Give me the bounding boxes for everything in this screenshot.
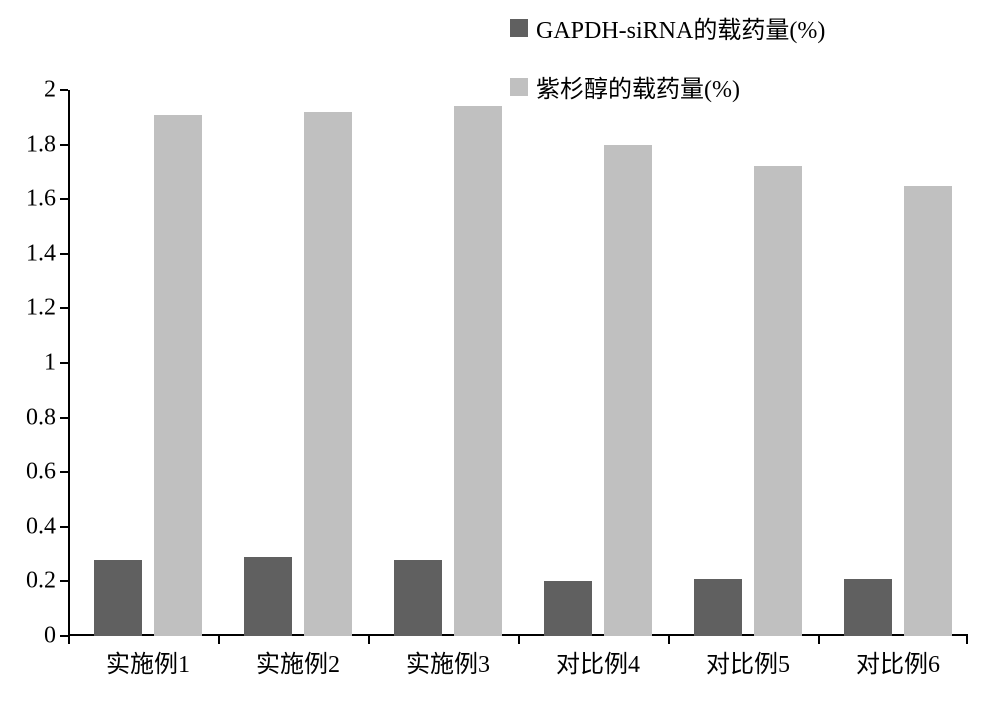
bar: [604, 145, 652, 636]
y-axis-tick-label: 0: [44, 623, 56, 650]
x-axis-tick-label: 实施例3: [406, 644, 490, 679]
x-axis-tick: [966, 636, 968, 644]
bar: [244, 557, 292, 636]
y-axis-tick-label: 1.4: [26, 240, 56, 267]
bar: [544, 581, 592, 636]
y-axis-tick: [60, 198, 68, 200]
bar: [754, 166, 802, 636]
x-axis-tick-label: 对比例4: [556, 644, 640, 679]
x-axis-tick: [218, 636, 220, 644]
x-axis-tick: [518, 636, 520, 644]
y-axis-tick-label: 0.8: [26, 404, 56, 431]
y-axis-tick-label: 2: [44, 77, 56, 104]
y-axis-tick: [60, 89, 68, 91]
y-axis-line: [68, 90, 70, 636]
x-axis-tick: [818, 636, 820, 644]
bar: [844, 579, 892, 636]
bar: [94, 560, 142, 636]
y-axis-tick: [60, 580, 68, 582]
y-axis-tick-label: 0.6: [26, 459, 56, 486]
bar: [694, 579, 742, 636]
y-axis-tick: [60, 635, 68, 637]
y-axis-tick: [60, 253, 68, 255]
y-axis-tick: [60, 307, 68, 309]
legend-swatch: [510, 19, 528, 37]
y-axis-tick-label: 1: [44, 350, 56, 377]
x-axis-tick-label: 对比例6: [856, 644, 940, 679]
x-axis-tick-label: 对比例5: [706, 644, 790, 679]
legend-label: GAPDH-siRNA的载药量(%): [536, 10, 825, 45]
y-axis-tick-label: 1.2: [26, 295, 56, 322]
x-axis-tick: [668, 636, 670, 644]
bar: [904, 186, 952, 636]
y-axis-tick-label: 0.2: [26, 568, 56, 595]
y-axis-tick-label: 0.4: [26, 513, 56, 540]
bar: [394, 560, 442, 636]
y-axis-tick-label: 1.8: [26, 131, 56, 158]
bar-chart-figure: GAPDH-siRNA的载药量(%)紫杉醇的载药量(%) 00.20.40.60…: [0, 0, 1000, 713]
y-axis-tick: [60, 417, 68, 419]
legend-item: GAPDH-siRNA的载药量(%): [510, 10, 825, 45]
bar: [154, 115, 202, 636]
x-axis-tick: [68, 636, 70, 644]
bar: [454, 106, 502, 636]
x-axis-tick-label: 实施例2: [256, 644, 340, 679]
plot-area: 00.20.40.60.811.21.41.61.82实施例1实施例2实施例3对…: [68, 90, 968, 636]
bar: [304, 112, 352, 636]
y-axis-tick: [60, 471, 68, 473]
y-axis-tick: [60, 362, 68, 364]
x-axis-tick: [368, 636, 370, 644]
x-axis-tick-label: 实施例1: [106, 644, 190, 679]
y-axis-tick: [60, 144, 68, 146]
y-axis-tick: [60, 526, 68, 528]
y-axis-tick-label: 1.6: [26, 186, 56, 213]
